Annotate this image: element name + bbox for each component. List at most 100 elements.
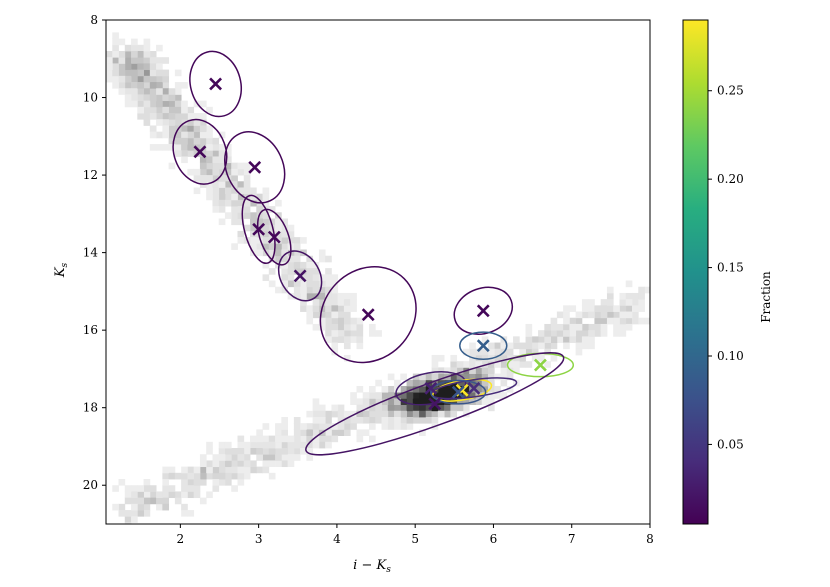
histogram-bin	[206, 131, 213, 139]
histogram-bin	[174, 131, 182, 139]
histogram-bin	[168, 491, 176, 499]
histogram-bin	[199, 497, 207, 505]
histogram-bin	[168, 125, 176, 133]
histogram-bin	[556, 311, 564, 319]
histogram-bin	[337, 404, 345, 412]
histogram-bin	[168, 137, 176, 145]
histogram-bin	[143, 503, 151, 511]
histogram-bin	[281, 416, 288, 424]
histogram-bin	[419, 385, 426, 393]
histogram-bin	[300, 292, 307, 300]
histogram-bin	[481, 348, 489, 356]
histogram-bin	[550, 317, 558, 325]
histogram-bin	[337, 410, 345, 418]
histogram-bin	[224, 441, 232, 449]
histogram-bin	[312, 311, 320, 319]
histogram-bin	[625, 305, 633, 312]
histogram-bin	[193, 125, 201, 133]
histogram-bin	[287, 224, 295, 232]
histogram-bin	[237, 193, 245, 201]
histogram-bin	[306, 317, 314, 325]
histogram-bin	[143, 38, 151, 46]
histogram-bin	[206, 168, 213, 176]
histogram-bin	[381, 410, 389, 418]
histogram-bin	[156, 63, 163, 71]
histogram-bin	[337, 311, 345, 319]
histogram-bin	[387, 385, 395, 393]
histogram-bin	[444, 404, 451, 412]
histogram-bin	[356, 404, 364, 412]
histogram-bin	[137, 63, 144, 71]
histogram-bin	[181, 156, 188, 164]
histogram-bin	[224, 199, 232, 207]
histogram-bin	[293, 243, 301, 250]
histogram-bin	[613, 323, 620, 331]
histogram-bin	[444, 392, 451, 399]
histogram-bin	[243, 448, 251, 455]
histogram-bin	[300, 435, 307, 443]
histogram-bin	[475, 367, 483, 374]
histogram-bin	[531, 354, 539, 362]
histogram-bin	[293, 286, 301, 294]
histogram-bin	[300, 429, 307, 437]
histogram-bin	[638, 286, 645, 294]
histogram-bin	[143, 100, 151, 108]
histogram-bin	[375, 398, 382, 405]
histogram-bin	[224, 187, 232, 195]
histogram-bin	[406, 423, 414, 430]
histogram-bin	[525, 323, 533, 331]
histogram-bin	[325, 416, 332, 424]
histogram-bin	[538, 330, 545, 337]
histogram-bin	[143, 69, 151, 77]
histogram-bin	[500, 392, 508, 399]
y-tick-label: 14	[83, 246, 99, 260]
histogram-bin	[281, 429, 288, 437]
histogram-bin	[231, 199, 238, 207]
histogram-bin	[600, 330, 608, 337]
histogram-bin	[131, 63, 138, 71]
histogram-bin	[293, 423, 301, 430]
histogram-bin	[206, 491, 213, 499]
histogram-bin	[638, 305, 645, 312]
histogram-bin	[281, 261, 288, 269]
histogram-bin	[456, 367, 464, 374]
histogram-bin	[318, 311, 326, 319]
y-tick-label: 10	[83, 91, 98, 105]
histogram-bin	[325, 323, 332, 331]
histogram-bin	[112, 485, 119, 492]
histogram-bin	[237, 187, 245, 195]
histogram-bin	[256, 435, 263, 443]
histogram-bin	[469, 373, 476, 381]
histogram-bin	[275, 255, 282, 263]
histogram-bin	[106, 63, 113, 71]
histogram-bin	[631, 305, 639, 312]
histogram-bin	[318, 292, 326, 300]
histogram-bin	[400, 373, 407, 381]
histogram-bin	[212, 206, 220, 213]
histogram-bin	[268, 249, 276, 257]
histogram-bin	[256, 454, 263, 461]
histogram-bin	[187, 472, 195, 480]
histogram-bin	[137, 510, 144, 517]
histogram-bin	[143, 82, 151, 89]
histogram-bin	[638, 292, 645, 300]
histogram-bin	[149, 491, 157, 499]
histogram-bin	[337, 317, 345, 325]
histogram-bin	[569, 305, 577, 312]
histogram-bin	[544, 323, 551, 331]
histogram-bin	[494, 373, 501, 381]
histogram-bin	[218, 131, 226, 139]
histogram-bin	[199, 479, 207, 486]
histogram-bin	[187, 510, 195, 517]
histogram-bin	[343, 429, 351, 437]
component-center-marker	[248, 160, 262, 174]
histogram-bin	[243, 187, 251, 195]
histogram-bin	[419, 410, 426, 418]
histogram-bin	[419, 373, 426, 381]
histogram-bin	[193, 472, 201, 480]
histogram-bin	[231, 212, 238, 219]
histogram-bin	[519, 361, 526, 368]
histogram-bin	[237, 448, 245, 455]
histogram-bin	[293, 454, 301, 461]
